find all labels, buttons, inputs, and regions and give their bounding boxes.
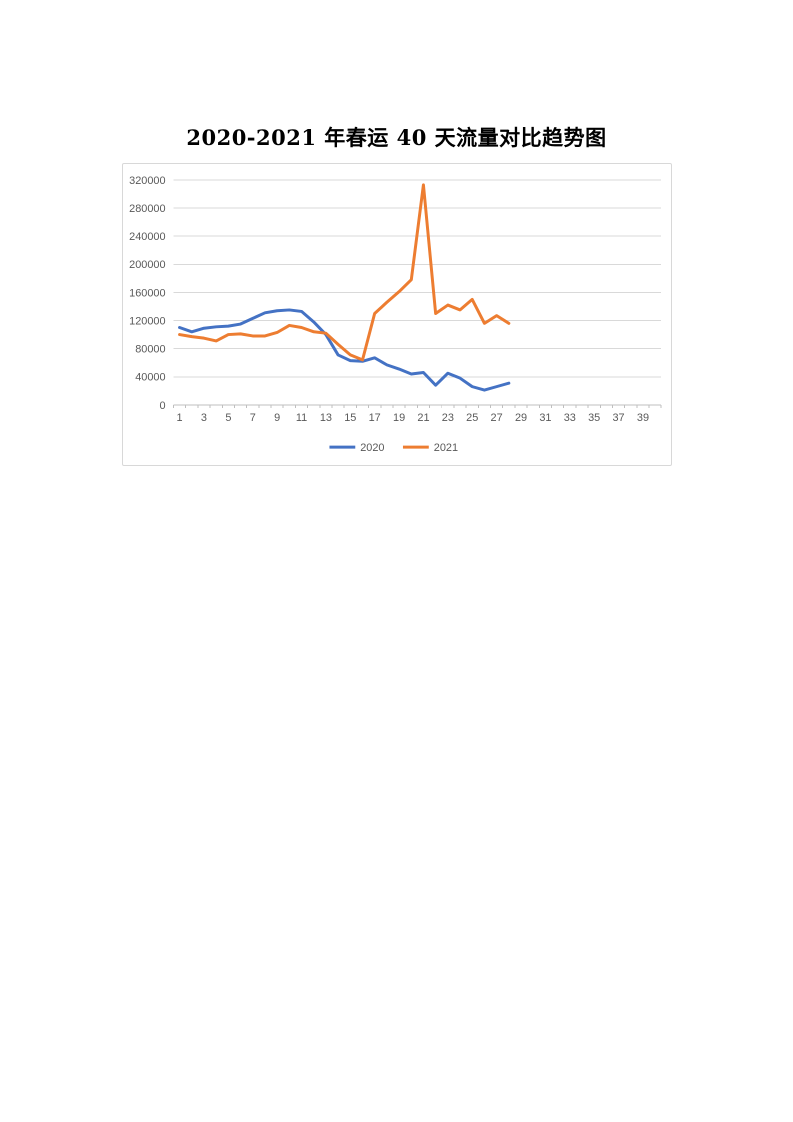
x-tick-label: 39 bbox=[637, 412, 649, 424]
x-tick-label: 27 bbox=[491, 412, 503, 424]
y-tick-label: 320000 bbox=[129, 175, 165, 187]
x-tick-label: 11 bbox=[296, 412, 307, 424]
line-chart: 0 40000 80000 120000 160000 200000 240000 28000… bbox=[129, 175, 662, 454]
legend-label-2021: 2021 bbox=[434, 442, 458, 454]
legend-label-2020: 2020 bbox=[360, 442, 384, 454]
x-tick-label: 37 bbox=[612, 412, 624, 424]
y-tick-label: 120000 bbox=[129, 315, 165, 327]
x-tick-label: 35 bbox=[588, 412, 600, 424]
y-tick-label: 40000 bbox=[135, 372, 165, 384]
y-tick-label: 80000 bbox=[135, 344, 165, 356]
legend: 2020 2021 bbox=[329, 442, 458, 454]
y-axis-labels: 0 40000 80000 120000 160000 200000 240000 28000… bbox=[129, 175, 165, 412]
y-tick-label: 200000 bbox=[129, 259, 165, 271]
series-line-2020 bbox=[178, 308, 511, 392]
x-tick-label: 31 bbox=[539, 412, 551, 424]
x-axis-ticks bbox=[172, 404, 662, 408]
x-tick-label: 23 bbox=[442, 412, 454, 424]
x-tick-label: 29 bbox=[515, 412, 527, 424]
x-tick-label: 9 bbox=[274, 412, 280, 424]
gridlines bbox=[173, 179, 662, 406]
x-tick-label: 13 bbox=[320, 412, 332, 424]
x-tick-label: 3 bbox=[201, 412, 207, 424]
y-tick-label: 280000 bbox=[129, 203, 165, 215]
x-tick-label: 15 bbox=[344, 412, 356, 424]
x-tick-label: 7 bbox=[250, 412, 256, 424]
legend-item-2021: 2021 bbox=[402, 442, 458, 454]
x-tick-label: 21 bbox=[417, 412, 429, 424]
legend-item-2020: 2020 bbox=[329, 442, 385, 454]
y-tick-label: 0 bbox=[159, 400, 165, 412]
x-axis-labels: 1 3 5 7 9 11 13 15 17 19 21 23 25 27 29 31 33 35 37 39 bbox=[177, 412, 649, 424]
series-line-2021 bbox=[178, 183, 511, 362]
x-tick-label: 1 bbox=[177, 412, 183, 424]
x-tick-label: 17 bbox=[369, 412, 381, 424]
x-tick-label: 19 bbox=[393, 412, 405, 424]
chart-object[interactable]: 0 40000 80000 120000 160000 200000 240000 28000… bbox=[122, 163, 672, 466]
x-tick-label: 25 bbox=[466, 412, 478, 424]
y-tick-label: 240000 bbox=[129, 231, 165, 243]
x-tick-label: 33 bbox=[564, 412, 576, 424]
chart-title: 2020-2021 年春运 40 天流量对比趋势图 bbox=[186, 125, 607, 150]
x-tick-label: 5 bbox=[225, 412, 231, 424]
y-tick-label: 160000 bbox=[129, 287, 165, 299]
